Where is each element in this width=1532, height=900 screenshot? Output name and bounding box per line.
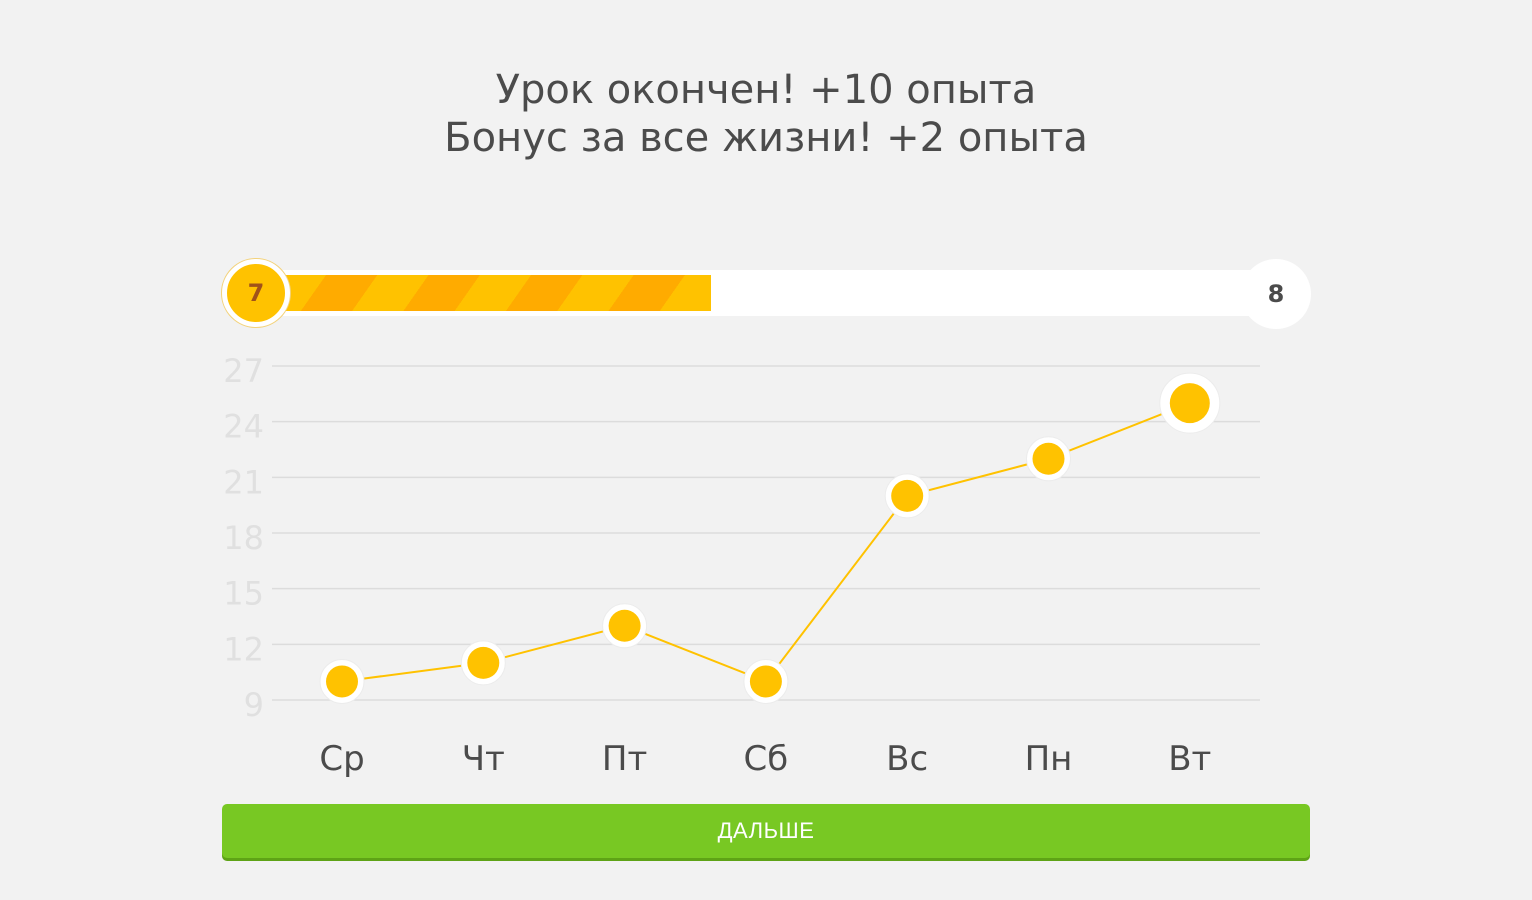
y-tick-label: 9	[244, 686, 264, 724]
chart-grid	[272, 365, 1260, 701]
x-tick-label: Пт	[602, 739, 647, 779]
x-tick-label: Сб	[744, 739, 789, 779]
y-tick-label: 12	[223, 630, 264, 668]
y-tick-label: 18	[223, 519, 264, 557]
chart-points	[319, 372, 1221, 704]
x-tick-label: Чт	[462, 739, 505, 779]
continue-button[interactable]: ДАЛЬШЕ	[222, 804, 1310, 858]
data-point	[460, 640, 506, 686]
lesson-complete-text: Урок окончен! +10 опыта	[495, 67, 1037, 113]
y-tick-label: 15	[223, 575, 264, 613]
data-point	[1026, 436, 1071, 482]
data-point	[1159, 372, 1221, 434]
data-point	[319, 658, 365, 704]
current-level-badge: 7	[222, 259, 290, 327]
y-tick-label: 21	[223, 463, 264, 501]
x-tick-label: Ср	[319, 739, 364, 779]
bonus-text: Бонус за все жизни! +2 опыта	[444, 115, 1088, 161]
y-tick-label: 27	[223, 352, 264, 390]
x-tick-label: Пн	[1025, 739, 1073, 779]
y-axis-ticks: 27 24 21 18 15 12 9	[223, 352, 264, 724]
lesson-summary: Урок окончен! +10 опыта Бонус за все жиз…	[0, 66, 1532, 162]
data-point	[602, 603, 648, 649]
data-point	[884, 473, 930, 519]
next-level-badge: 8	[1241, 259, 1311, 329]
y-tick-label: 24	[223, 408, 264, 446]
x-axis-ticks: Ср Чт Пт Сб Вс Пн Вт	[319, 739, 1211, 779]
data-point	[743, 658, 789, 704]
x-tick-label: Вт	[1168, 739, 1211, 779]
level-progress-fill	[256, 275, 711, 311]
x-tick-label: Вс	[886, 739, 928, 779]
